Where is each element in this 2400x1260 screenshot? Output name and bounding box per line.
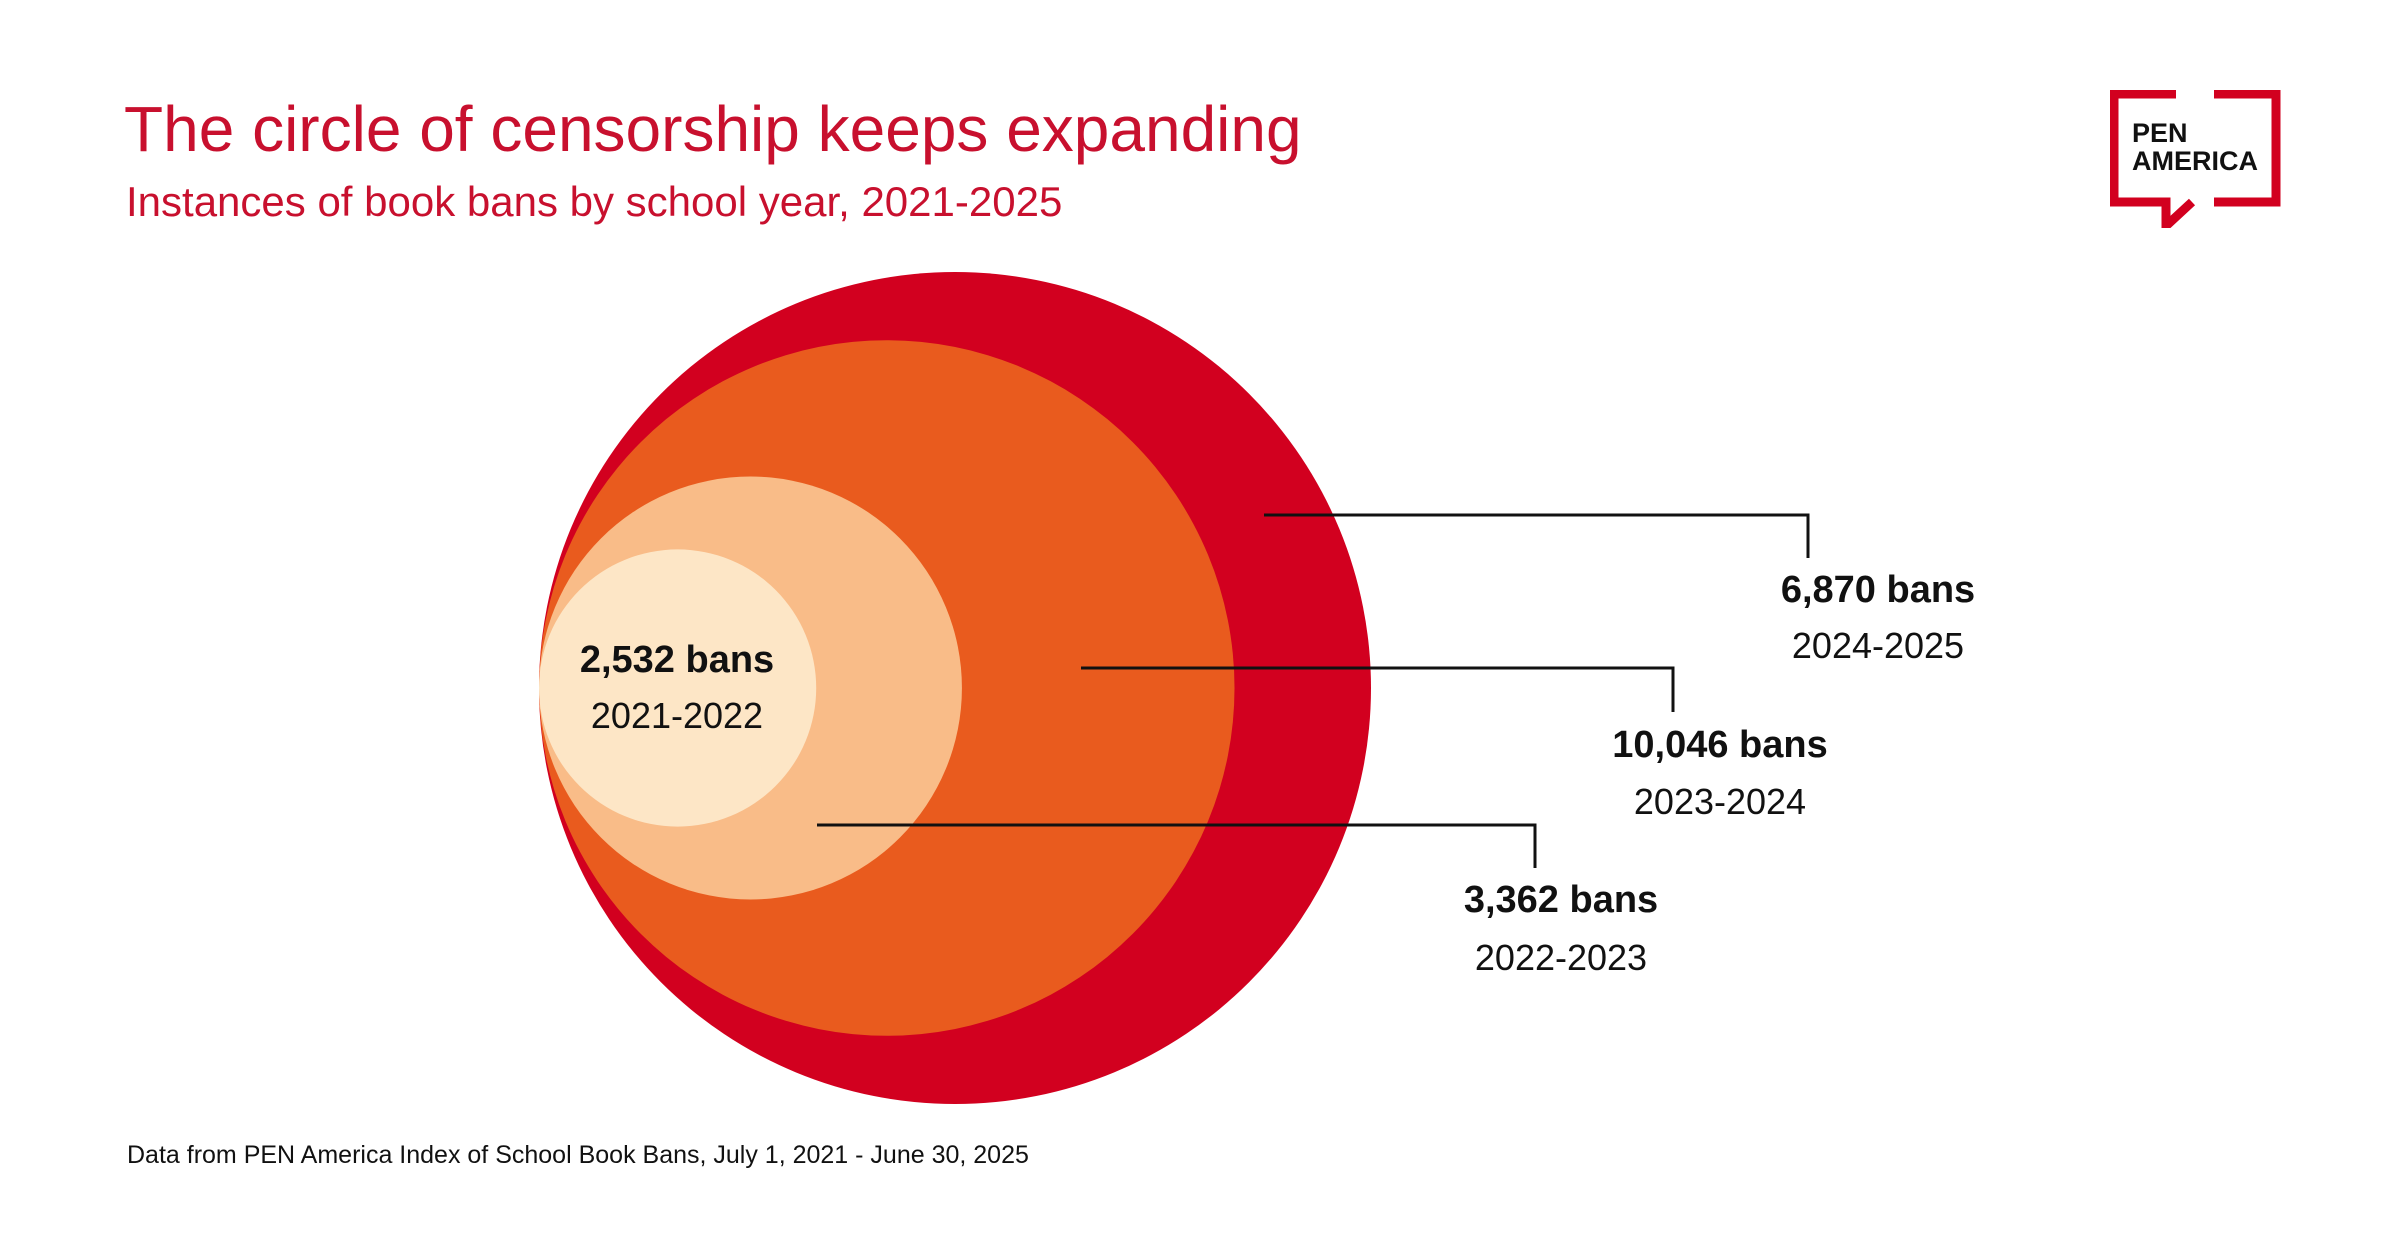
- label-year-2021-2022: 2021-2022: [591, 695, 763, 736]
- label-value-2021-2022: 2,532 bans: [580, 639, 774, 681]
- leader-line-2024-2025: [1264, 513, 1810, 558]
- leader-line-2023-2024: [1081, 666, 1675, 712]
- leader-line-2022-2023: [817, 823, 1537, 868]
- circle-2021-2022: [539, 549, 817, 827]
- chart-title: The circle of censorship keeps expanding: [124, 93, 1302, 165]
- svg-text:PEN: PEN: [2132, 118, 2188, 148]
- label-value-2024-2025: 6,870 bans: [1781, 569, 1975, 611]
- chart-subtitle: Instances of book bans by school year, 2…: [126, 178, 1063, 225]
- pen-america-logo: PEN AMERICA: [2110, 90, 2281, 228]
- label-year-2024-2025: 2024-2025: [1792, 625, 1964, 666]
- label-value-2023-2024: 10,046 bans: [1612, 724, 1827, 766]
- svg-text:AMERICA: AMERICA: [2132, 146, 2258, 176]
- label-value-2022-2023: 3,362 bans: [1464, 879, 1658, 921]
- source-note: Data from PEN America Index of School Bo…: [127, 1141, 1029, 1169]
- label-year-2022-2023: 2022-2023: [1475, 937, 1647, 978]
- label-year-2023-2024: 2023-2024: [1634, 781, 1806, 822]
